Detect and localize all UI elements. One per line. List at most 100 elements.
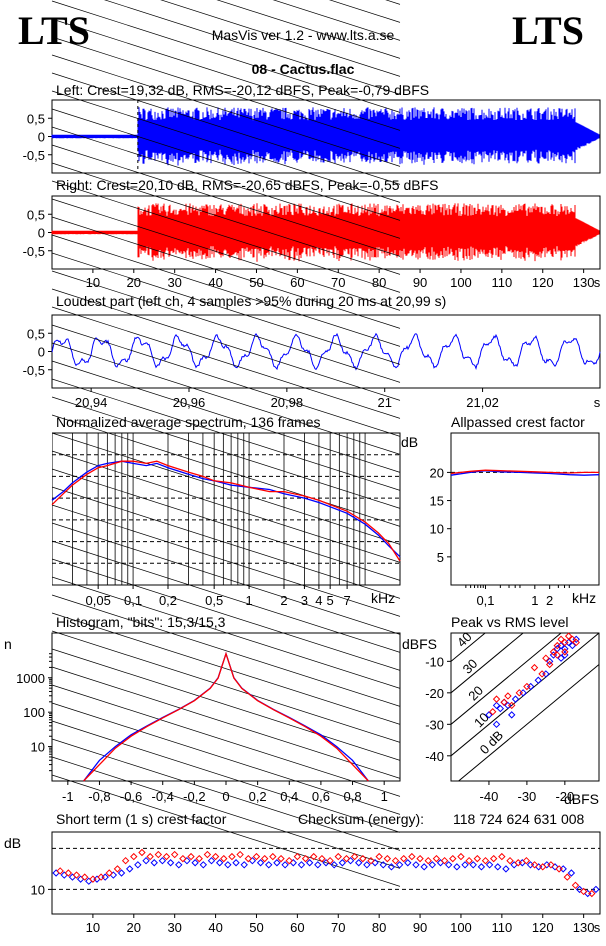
short-term-point-1 (408, 852, 416, 861)
spectrum-slope-line (51, 54, 401, 167)
peak-rms-point-0 (568, 641, 577, 650)
peak-rms-xlabel: dBFS (564, 791, 599, 807)
loudest-xtick-label: 21,02 (466, 395, 499, 410)
right-ytick-label: -0,5 (23, 244, 45, 259)
short-term-point-1 (416, 854, 424, 863)
right-ytick-label: 0,5 (27, 207, 45, 222)
peak-rms-point-0 (492, 720, 501, 729)
short-term-xtick-label: 90 (413, 920, 427, 935)
short-term-point-1 (195, 854, 203, 863)
short-term-point-0 (592, 885, 600, 894)
short-term-point-0 (85, 877, 93, 885)
right-xtick-label: 70 (331, 275, 345, 290)
histogram-xtick-label: 0 (222, 789, 229, 804)
peak-rms-xtick-label: -20 (555, 789, 574, 804)
peak-rms-point-0 (508, 711, 516, 719)
short-term-point-1 (97, 873, 105, 881)
peak-rms-ytick-label: -20 (425, 686, 444, 701)
right-xtick-label: 40 (208, 275, 222, 290)
short-term-xtick-label: 100 (450, 920, 472, 935)
left-ytick-label: 0,5 (27, 111, 45, 126)
right-xtick-label: 90 (413, 275, 427, 290)
right-xtick-label: 80 (372, 275, 386, 290)
spectrum-slope-line (51, 450, 401, 563)
peak-rms-point-1 (538, 670, 546, 678)
spectrum-slope-line (51, 126, 401, 239)
histogram-xtick-label: -0,4 (152, 789, 174, 804)
peak-rms-point-0 (519, 689, 527, 697)
short-term-xtick-label: 80 (372, 920, 386, 935)
short-term-point-1 (146, 852, 154, 861)
peak-rms-point-0 (545, 657, 554, 666)
crest-ytick-label: 10 (430, 522, 444, 537)
spectrum-slope-line (216, 0, 401, 59)
short-term-point-1 (121, 856, 130, 865)
left-ytick-label: 0 (38, 130, 45, 145)
right-channel-title: Right: Crest=20,10 dB, RMS=-20,65 dBFS, … (56, 177, 438, 193)
spectrum-slope-line (51, 108, 401, 221)
spectrum-slope-line (51, 432, 401, 545)
short-term-xtick-label: 30 (167, 920, 181, 935)
peak-rms-point-1 (545, 660, 554, 669)
short-term-xtick-label: 10 (86, 920, 100, 935)
short-term-point-0 (117, 869, 126, 877)
peak-rms-point-1 (557, 635, 565, 644)
short-term-point-1 (154, 850, 163, 859)
histogram-xtick-label: -1 (62, 789, 74, 804)
short-term-point-1 (457, 852, 465, 861)
short-term-ytick-label: 10 (31, 882, 45, 897)
short-term-point-0 (281, 861, 289, 869)
peak-rms-point-1 (553, 651, 561, 659)
short-term-point-1 (252, 852, 261, 861)
short-term-point-1 (547, 861, 555, 869)
crest-xtick-label: 2 (546, 593, 553, 608)
short-term-point-1 (203, 850, 212, 859)
histogram-xtick-label: 0,4 (280, 789, 298, 804)
peak-rms-point-1 (561, 638, 569, 647)
short-term-point-0 (183, 856, 191, 865)
spectrum-slope-line (385, 0, 401, 5)
short-term-point-1 (211, 852, 220, 861)
short-term-point-1 (260, 854, 269, 863)
spectrum-slope-line (51, 738, 401, 851)
loudest-ytick-label: 0 (38, 345, 45, 360)
spectrum-slope-line (51, 720, 401, 833)
spectrum-slope-line (51, 180, 401, 293)
short-term-point-1 (571, 881, 580, 890)
short-term-point-1 (498, 852, 506, 861)
peak-rms-point-1 (515, 689, 524, 697)
peak-rms-point-0 (557, 654, 565, 662)
peak-rms-point-1 (549, 648, 558, 656)
short-term-point-1 (326, 856, 334, 865)
loudest-ytick-label: 0,5 (27, 326, 45, 341)
short-term-point-0 (477, 863, 486, 871)
peak-rms-diagonal (451, 633, 562, 725)
short-term-point-1 (342, 854, 351, 863)
spectrum-slope-line (51, 324, 401, 437)
spectrum-slope-line (51, 666, 401, 779)
spectrum-slope-line (272, 0, 401, 41)
short-term-point-0 (526, 861, 535, 869)
short-term-point-0 (567, 869, 576, 877)
peak-rms-point-1 (561, 648, 569, 656)
short-term-point-0 (387, 863, 396, 871)
peak-rms-point-1 (523, 682, 531, 691)
spectrum-slope-line (51, 306, 401, 419)
loudest-xunit-label: s (594, 395, 601, 410)
short-term-point-1 (220, 854, 228, 863)
short-term-point-1 (56, 867, 64, 875)
short-term-point-1 (588, 889, 596, 898)
right-xunit-label: s (594, 275, 601, 290)
spectrum-slope-line (51, 522, 401, 635)
short-term-point-1 (244, 854, 253, 863)
spectrum-slope-line (51, 774, 401, 887)
spectrum-xtick-label: 4 (315, 593, 322, 608)
spectrum-xtick-label: 0,5 (205, 593, 223, 608)
spectrum-slope-line (51, 0, 401, 113)
spectrum-slope-line (51, 414, 401, 527)
peak-rms-point-0 (485, 711, 493, 719)
spectrum-xtick-label: 2 (280, 593, 287, 608)
short-term-point-1 (481, 856, 490, 865)
peak-rms-point-1 (504, 692, 512, 700)
right-xtick-label: 110 (491, 275, 512, 290)
